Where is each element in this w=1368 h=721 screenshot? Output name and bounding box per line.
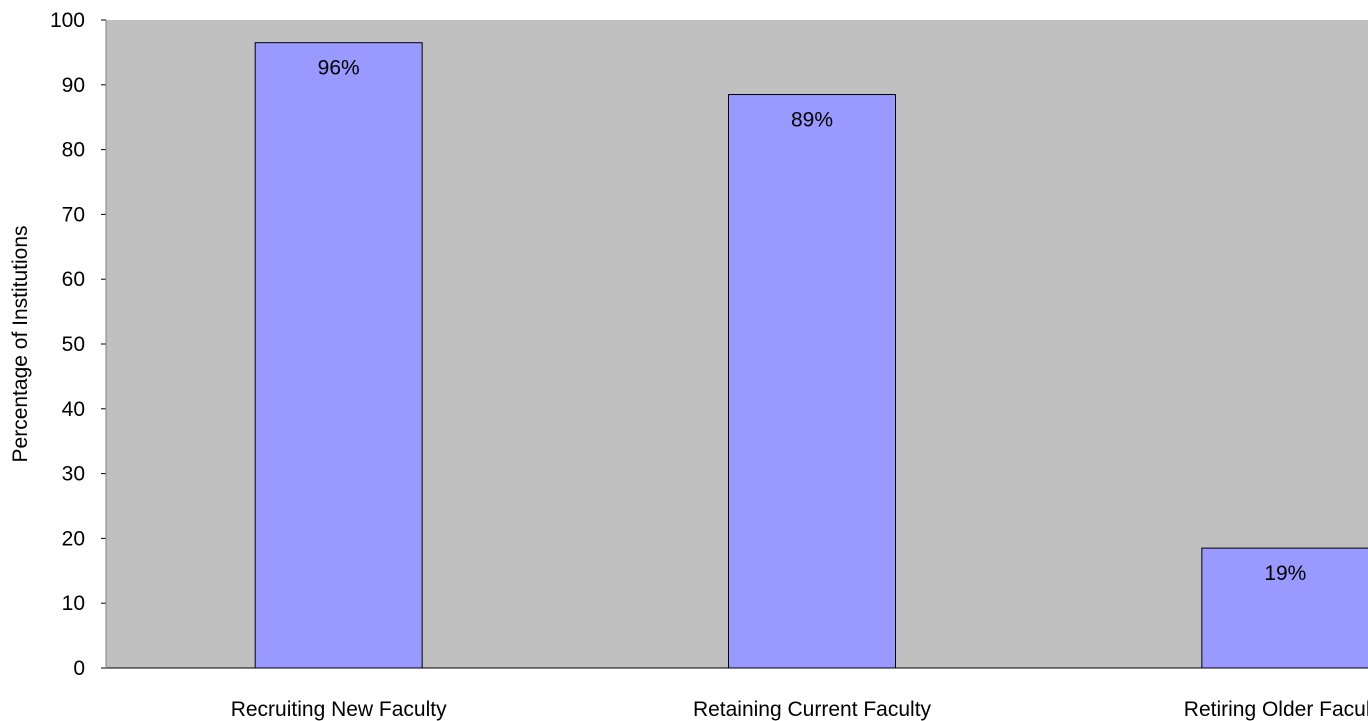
y-axis: 0 10 20 30 40 50 60 70 80 90 100 bbox=[50, 9, 106, 680]
y-tick-label: 70 bbox=[62, 203, 85, 226]
y-tick-label: 80 bbox=[62, 139, 85, 162]
data-labels-group: 96% 89% 19% bbox=[318, 57, 1307, 585]
bar bbox=[1201, 547, 1368, 669]
y-tick-label: 100 bbox=[50, 9, 85, 32]
y-tick-label: 0 bbox=[73, 657, 85, 680]
bar-data-label: 19% bbox=[1264, 562, 1306, 585]
y-tick-label: 10 bbox=[62, 592, 85, 615]
bar-data-label: 96% bbox=[318, 57, 360, 80]
y-tick-label: 50 bbox=[62, 333, 85, 356]
bar bbox=[728, 94, 896, 669]
x-axis: Recruiting New Faculty Retaining Current … bbox=[231, 698, 1368, 721]
y-tick-label: 40 bbox=[62, 398, 85, 421]
bar bbox=[254, 42, 423, 669]
y-tick-label: 20 bbox=[62, 527, 85, 550]
x-category-label: Recruiting New Faculty bbox=[231, 698, 447, 721]
y-tick-label: 90 bbox=[62, 74, 85, 97]
y-tick-label: 30 bbox=[62, 463, 85, 486]
x-category-label: Retaining Current Faculty bbox=[693, 698, 932, 721]
x-category-label: Retiring Older Faculty bbox=[1184, 698, 1368, 721]
y-axis-title: Percentage of Institutions bbox=[9, 226, 32, 463]
y-tick-label: 60 bbox=[62, 268, 85, 291]
bars-group bbox=[254, 42, 1368, 669]
bar-data-label: 89% bbox=[791, 109, 833, 132]
